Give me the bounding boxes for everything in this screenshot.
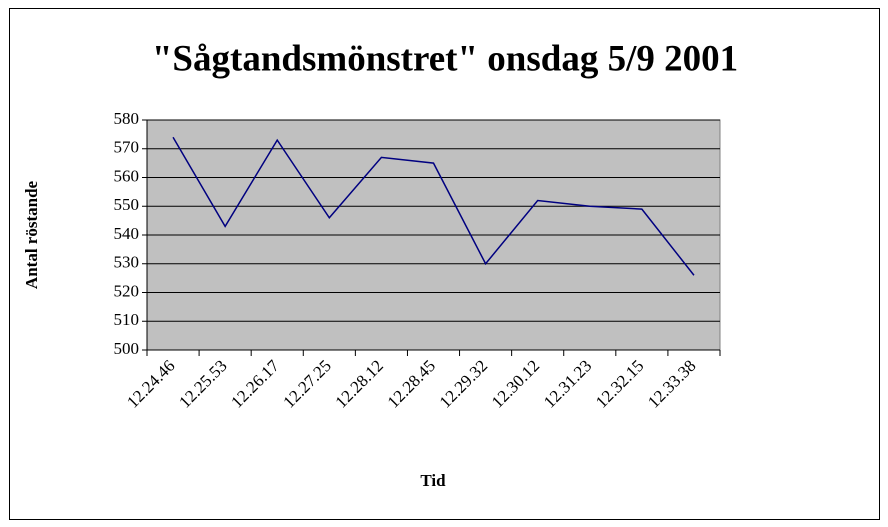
y-tick-label: 510 bbox=[114, 310, 140, 329]
y-tick-label: 500 bbox=[114, 339, 140, 358]
y-tick-label: 540 bbox=[114, 224, 140, 243]
y-tick-label: 570 bbox=[114, 138, 140, 157]
y-tick-label: 560 bbox=[114, 166, 140, 185]
y-axis-label: Antal röstande bbox=[22, 180, 41, 289]
y-tick-label: 520 bbox=[114, 281, 140, 300]
y-tick-label: 580 bbox=[114, 109, 140, 128]
chart-title: "Sågtandsmönstret" onsdag 5/9 2001 bbox=[152, 38, 738, 79]
y-tick-label: 550 bbox=[114, 195, 140, 214]
x-axis-label: Tid bbox=[420, 471, 446, 490]
y-tick-label: 530 bbox=[114, 253, 140, 272]
data-line bbox=[172, 136, 695, 276]
